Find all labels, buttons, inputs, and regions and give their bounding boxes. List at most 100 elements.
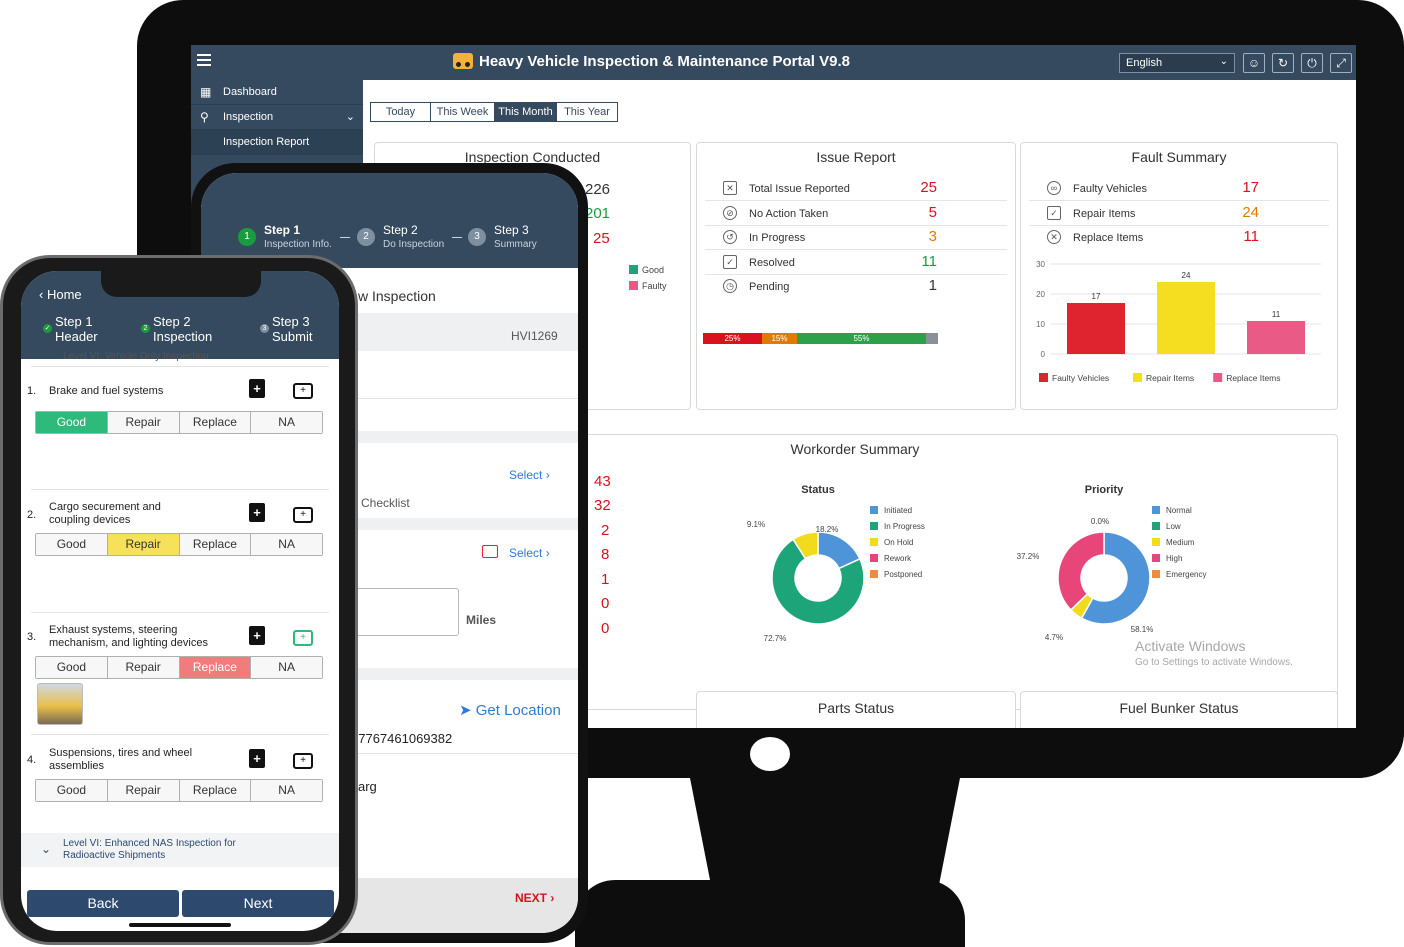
add-document-icon[interactable]: + [249, 379, 265, 398]
fullscreen-icon[interactable]: ⤢ [1330, 53, 1352, 73]
calendar-icon[interactable] [482, 545, 498, 558]
hamburger-menu-icon[interactable] [197, 54, 211, 66]
sidebar-item-dashboard[interactable]: ▦ Dashboard [191, 80, 363, 105]
fault-row-repair-items: ✓ Repair Items 24 [1029, 202, 1329, 226]
slice-value-label: 18.2% [816, 525, 839, 534]
y-tick-label: 30 [1036, 260, 1045, 269]
card-title: Inspection Conducted [464, 149, 601, 165]
option-repair[interactable]: Repair [107, 534, 180, 555]
donut-slice [1080, 531, 1151, 625]
option-repair[interactable]: Repair [107, 412, 180, 433]
item-2-rating: Good Repair Replace NA [35, 533, 323, 556]
get-location-button[interactable]: ➤ Get Location [459, 702, 561, 719]
option-repair[interactable]: Repair [107, 657, 180, 678]
chevron-down-icon: ⌄ [1219, 56, 1228, 67]
option-good[interactable]: Good [36, 780, 108, 801]
divider [201, 753, 578, 754]
side-value: 32 [594, 497, 611, 514]
option-na[interactable]: NA [251, 412, 322, 433]
legend-label: Repair Items [1146, 373, 1194, 383]
option-na[interactable]: NA [251, 657, 322, 678]
item-3-rating: Good Repair Replace NA [35, 656, 323, 679]
chevron-down-icon: ⌄ [41, 842, 52, 856]
option-replace[interactable]: Replace [179, 534, 252, 555]
bar-value-label: 11 [1272, 310, 1281, 319]
select-link-1[interactable]: Select › [509, 468, 550, 482]
legend-label: Rework [884, 554, 912, 563]
progress-segment [926, 333, 938, 344]
item-label: Exhaust systems, steering mechanism, and… [49, 624, 208, 649]
card-title: Issue Report [816, 149, 896, 165]
chevron-down-icon: ⌄ [345, 111, 355, 123]
sidebar-item-inspection[interactable]: ⚲ Inspection ⌄ [191, 105, 363, 130]
sidebar-item-inspection-report[interactable]: Inspection Report [191, 130, 363, 155]
option-na[interactable]: NA [251, 534, 322, 555]
donut-slice [792, 531, 819, 560]
tablet-next-button[interactable]: NEXT › [515, 891, 555, 905]
camera-icon[interactable]: + [293, 630, 313, 646]
camera-icon[interactable]: + [293, 383, 313, 399]
legend-label: Initiated [884, 506, 912, 515]
phone-step-3[interactable]: 3 Step 3 Submit [260, 314, 312, 344]
option-good[interactable]: Good [36, 412, 108, 433]
user-icon[interactable]: ☺ [1243, 53, 1265, 73]
power-icon[interactable]: ⏻ [1301, 53, 1323, 73]
item-number: 3. [27, 631, 37, 643]
add-document-icon[interactable]: + [249, 503, 265, 522]
legend-swatch [1133, 373, 1142, 382]
progress-segment: 55% [797, 333, 926, 344]
card-title: Workorder Summary [790, 441, 920, 457]
fault-row-faulty-vehicles: ∞ Faulty Vehicles 17 [1029, 177, 1329, 201]
add-document-icon[interactable]: + [249, 749, 265, 768]
slice-value-label: 0.0% [1091, 517, 1109, 526]
add-document-icon[interactable]: + [249, 626, 265, 645]
tab-today[interactable]: Today [371, 103, 431, 121]
cross-box-icon: ✕ [723, 181, 737, 195]
language-select[interactable]: English ⌄ [1119, 53, 1235, 73]
select-link-2[interactable]: Select › [509, 546, 550, 560]
level-vi-row[interactable]: ⌄ Level VI: Enhanced NAS Inspection for … [21, 833, 339, 867]
inspection-photo-thumbnail[interactable] [37, 683, 83, 725]
vehicle-id: HVI1269 [511, 329, 558, 343]
monitor-stand [690, 778, 960, 888]
phone-step-1[interactable]: ✓ Step 1 Header [43, 314, 98, 344]
option-replace[interactable]: Replace [179, 780, 252, 801]
chevron-left-icon: ‹ [39, 287, 44, 302]
option-replace[interactable]: Replace [179, 657, 252, 678]
donut-title: Status [801, 484, 835, 496]
side-value: 1 [601, 571, 610, 588]
y-tick-label: 10 [1036, 320, 1045, 329]
tab-this-month[interactable]: This Month [495, 103, 557, 121]
legend-swatch [1152, 570, 1160, 578]
refresh-icon[interactable]: ↻ [1272, 53, 1294, 73]
slice-value-label: 58.1% [1131, 625, 1154, 634]
tab-this-week[interactable]: This Week [431, 103, 495, 121]
legend-label: In Progress [884, 522, 925, 531]
legend-swatch [870, 538, 878, 546]
tab-this-year[interactable]: This Year [557, 103, 617, 121]
divider [31, 734, 329, 735]
item-number: 4. [27, 754, 37, 766]
option-na[interactable]: NA [251, 780, 322, 801]
legend-label: Replace Items [1226, 373, 1280, 383]
divider [31, 612, 329, 613]
legend-label: Postponed [884, 570, 922, 579]
next-button[interactable]: Next [182, 890, 334, 917]
back-button[interactable]: Back [27, 890, 179, 917]
camera-icon[interactable]: + [293, 507, 313, 523]
step-connector [452, 237, 462, 238]
phone-step-2[interactable]: 2 Step 2 Inspection [141, 314, 212, 344]
option-good[interactable]: Good [36, 657, 108, 678]
progress-icon: ↺ [723, 230, 737, 244]
item-number: 1. [27, 385, 37, 397]
option-repair[interactable]: Repair [107, 780, 180, 801]
issue-report-card: Issue Report ✕ Total Issue Reported 25 ⊘… [696, 142, 1016, 410]
app-title-bar: Heavy Vehicle Inspection & Maintenance P… [453, 53, 850, 70]
good-inspections-value: 201 [585, 205, 611, 222]
home-indicator [129, 923, 231, 927]
home-back-link[interactable]: ‹ Home [39, 287, 82, 302]
option-replace[interactable]: Replace [179, 412, 252, 433]
option-good[interactable]: Good [36, 534, 108, 555]
miles-input[interactable] [351, 588, 459, 636]
camera-icon[interactable]: + [293, 753, 313, 769]
